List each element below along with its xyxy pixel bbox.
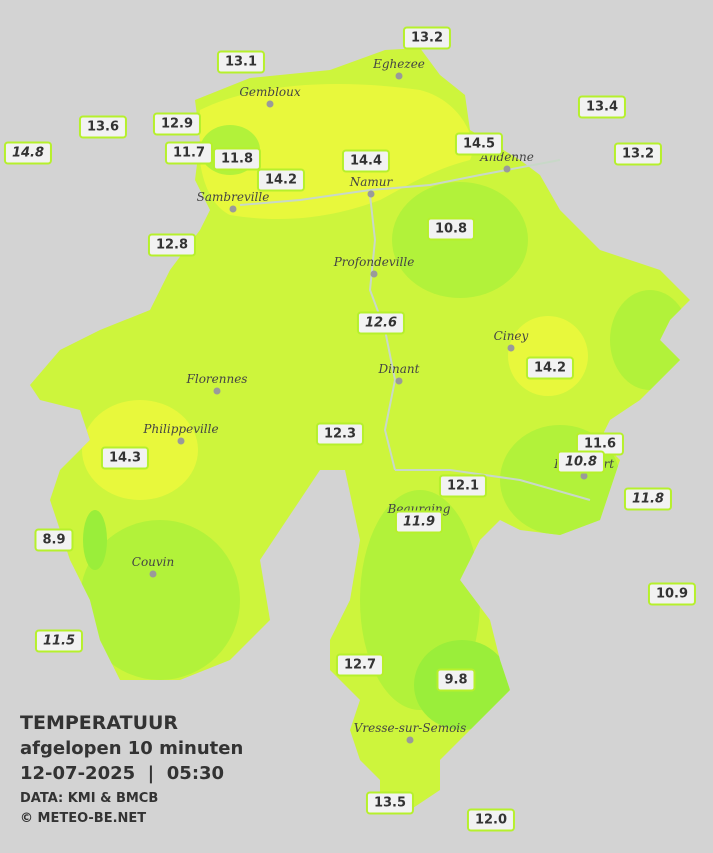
copyright: © METEO-BE.NET <box>20 811 147 826</box>
station-value: 8.9 <box>34 528 74 552</box>
station-value: 12.3 <box>315 422 365 446</box>
station-value: 14.8 <box>3 141 53 165</box>
town-name: Vresse-sur-Semois <box>353 721 467 735</box>
station-value: 9.8 <box>436 668 476 692</box>
station-value: 12.1 <box>438 474 488 498</box>
station-value: 14.4 <box>341 149 391 173</box>
town-dot <box>229 205 237 213</box>
town-name: Couvin <box>131 555 175 569</box>
station-value: 12.8 <box>147 233 197 257</box>
town-name: Sambreville <box>196 190 270 204</box>
station-value: 13.2 <box>613 142 663 166</box>
station-value: 11.8 <box>623 487 673 511</box>
town-dot <box>177 437 185 445</box>
station-value: 12.7 <box>335 653 385 677</box>
town-dot <box>370 270 378 278</box>
station-value: 11.9 <box>394 510 444 534</box>
station-value: 14.2 <box>256 168 306 192</box>
station-value: 12.0 <box>466 808 516 832</box>
town-dot <box>213 387 221 395</box>
station-value: 14.2 <box>525 356 575 380</box>
town-name: Gembloux <box>239 85 301 99</box>
station-value: 14.5 <box>454 132 504 156</box>
station-value: 10.9 <box>647 582 697 606</box>
town-name: Philippeville <box>143 422 219 436</box>
station-value: 13.2 <box>402 26 452 50</box>
town-dot <box>503 165 511 173</box>
station-value: 10.8 <box>556 450 606 474</box>
town-dot <box>395 72 403 80</box>
town-name: Eghezee <box>373 57 425 71</box>
town-dot <box>395 377 403 385</box>
station-value: 11.5 <box>34 629 84 653</box>
subtitle: afgelopen 10 minuten <box>20 738 244 759</box>
town-name: Profondeville <box>333 255 415 269</box>
station-value: 13.6 <box>78 115 128 139</box>
station-value: 12.6 <box>356 311 406 335</box>
town-name: Namur <box>349 175 393 189</box>
town-dot <box>149 570 157 578</box>
datetime: 12-07-2025 | 05:30 <box>20 763 225 784</box>
station-value: 11.8 <box>212 147 262 171</box>
town-dot <box>367 190 375 198</box>
station-value: 14.3 <box>100 446 150 470</box>
title: TEMPERATUUR <box>20 712 179 734</box>
station-value: 13.4 <box>577 95 627 119</box>
town-dot <box>406 736 414 744</box>
town-dot <box>507 344 515 352</box>
station-value: 11.7 <box>164 141 214 165</box>
station-value: 10.8 <box>426 217 476 241</box>
town-name: Florennes <box>186 372 248 386</box>
town-dot <box>266 100 274 108</box>
town-dot <box>580 472 588 480</box>
town-name: Dinant <box>378 362 420 376</box>
town-name: Ciney <box>493 329 529 343</box>
station-value: 13.1 <box>216 50 266 74</box>
station-value: 13.5 <box>365 791 415 815</box>
station-value: 12.9 <box>152 112 202 136</box>
source: DATA: KMI & BMCB <box>20 791 159 806</box>
